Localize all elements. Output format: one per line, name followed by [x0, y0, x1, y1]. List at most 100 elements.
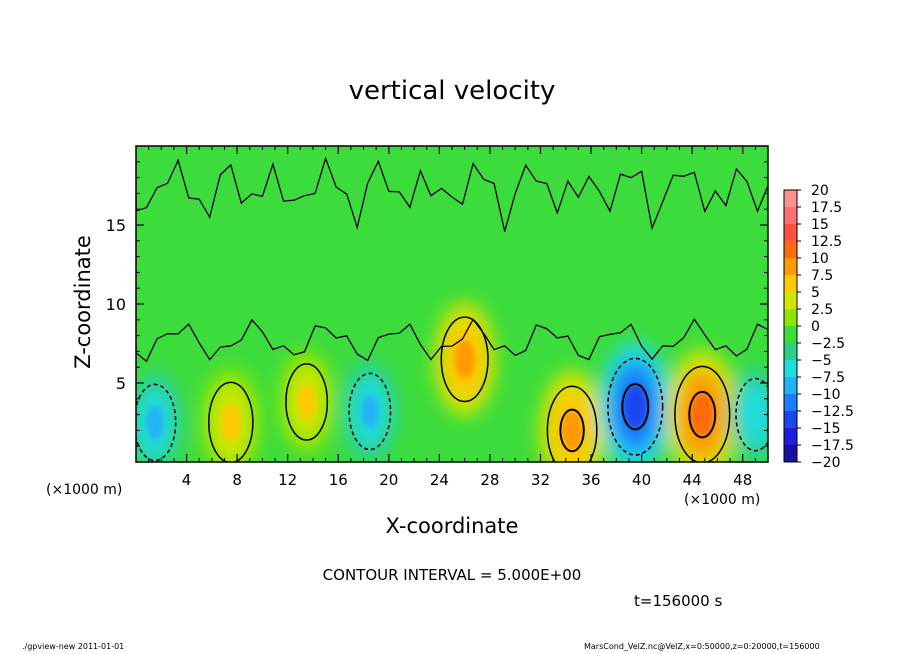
field-core-0: [146, 405, 164, 440]
colorbar-label: −2.5: [811, 336, 845, 352]
velocity-cores: [146, 340, 764, 451]
contour-7: [674, 365, 731, 462]
field-core-2: [297, 384, 316, 419]
x-tick-8: 8: [232, 146, 242, 489]
x-tick-label: 28: [480, 471, 499, 489]
y-tick-label: 15: [106, 216, 126, 235]
colorbar-segment: [784, 343, 797, 361]
colorbar-label: −15: [811, 421, 841, 437]
colorbar-label: 5: [811, 285, 820, 301]
x-tick-12: 12: [278, 146, 297, 489]
x-tick-label: 4: [182, 471, 192, 489]
x-axis-label: X-coordinate: [385, 514, 519, 538]
contour-1: [208, 381, 254, 462]
colorbar-segment: [784, 275, 797, 293]
colorbar-label: −12.5: [811, 404, 854, 420]
field-core-6: [623, 385, 647, 429]
y-tick-10: 10: [106, 295, 768, 314]
field-core-4: [454, 340, 475, 379]
colorbar-label: −20: [811, 455, 841, 471]
upper-contour: [136, 156, 768, 232]
colorbar-segment: [784, 445, 797, 463]
x-tick-32: 32: [531, 146, 550, 489]
x-tick-label: 24: [430, 471, 449, 489]
colorbar-segment: [784, 292, 797, 310]
x-tick-44: 44: [683, 146, 702, 489]
colorbar-label: 12.5: [811, 234, 842, 250]
y-tick-label: 5: [116, 374, 126, 393]
colorbar-label: 17.5: [811, 200, 842, 216]
colorbar-label: 15: [811, 217, 829, 233]
footer-right: MarsCond_VelZ.nc@VelZ,x=0:50000,z=0:2000…: [584, 642, 820, 651]
x-tick-label: 12: [278, 471, 297, 489]
field-core-7: [690, 393, 714, 437]
y-axis-ticks: 5 10 15: [106, 161, 768, 447]
colorbar-label: 0: [811, 319, 820, 335]
colorbar-segment: [784, 207, 797, 225]
colorbar-segment: [784, 326, 797, 344]
y-axis-label: Z-coordinate: [71, 235, 95, 369]
x-tick-label: 48: [733, 471, 752, 489]
plot-area: [136, 146, 768, 462]
x-tick-40: 40: [632, 146, 651, 489]
colorbar-label: −17.5: [811, 438, 854, 454]
contour-interval: CONTOUR INTERVAL = 5.000E+00: [322, 566, 582, 584]
x-tick-label: 20: [379, 471, 398, 489]
contour-inner-5: [559, 408, 585, 453]
contour-lines: [136, 156, 768, 462]
colorbar-segment: [784, 224, 797, 242]
colorbar-segment: [784, 241, 797, 259]
contour-0: [136, 383, 177, 462]
y-unit-label: (×1000 m): [46, 482, 123, 498]
x-unit-label: (×1000 m): [684, 492, 761, 508]
colorbar-segment: [784, 377, 797, 395]
time-label: t=156000 s: [634, 592, 723, 610]
field-core-5: [561, 410, 583, 451]
colorbar-segment: [784, 360, 797, 378]
colorbar-label: −7.5: [811, 370, 845, 386]
contour-3: [348, 372, 392, 451]
velocity-field: [136, 302, 768, 462]
x-tick-label: 16: [329, 471, 348, 489]
x-tick-label: 44: [683, 471, 702, 489]
x-axis-ticks: 4 8 12 16 20 24 28 32 36 40 44 48: [148, 146, 756, 489]
y-tick-5: 5: [116, 374, 768, 393]
colorbar-segment: [784, 309, 797, 327]
contour-4: [440, 316, 489, 403]
colorbar: 2017.51512.5107.552.50−2.5−5−7.5−10−12.5…: [783, 183, 854, 471]
chart-title: vertical velocity: [348, 76, 556, 106]
x-tick-4: 4: [182, 146, 192, 489]
x-tick-label: 8: [232, 471, 242, 489]
colorbar-segment: [784, 411, 797, 429]
colorbar-label: 2.5: [811, 302, 833, 318]
field-core-3: [361, 394, 379, 429]
colorbar-label: −10: [811, 387, 841, 403]
mid-contour: [136, 317, 768, 363]
x-tick-24: 24: [430, 146, 449, 489]
contour-2: [285, 363, 329, 441]
contour-6: [607, 357, 664, 456]
colorbar-segment: [784, 428, 797, 446]
field-core-1: [221, 404, 241, 441]
x-tick-20: 20: [379, 146, 398, 489]
contour-8: [735, 377, 768, 452]
colorbar-segment: [784, 394, 797, 412]
x-tick-48: 48: [733, 146, 752, 489]
colorbar-label: −5: [811, 353, 832, 369]
x-tick-label: 32: [531, 471, 550, 489]
x-tick-16: 16: [329, 146, 348, 489]
y-tick-15: 15: [106, 216, 768, 235]
colorbar-label: 10: [811, 251, 829, 267]
colorbar-label: 20: [811, 183, 829, 199]
contour-5: [546, 385, 598, 462]
contour-inner-6: [621, 382, 650, 431]
y-tick-label: 10: [106, 295, 126, 314]
colorbar-segment: [784, 258, 797, 276]
x-tick-36: 36: [581, 146, 601, 489]
contour-inner-7: [688, 390, 717, 439]
x-tick-label: 40: [632, 471, 651, 489]
colorbar-label: 7.5: [811, 268, 833, 284]
colorbar-segment: [784, 190, 797, 208]
x-tick-28: 28: [480, 146, 499, 489]
